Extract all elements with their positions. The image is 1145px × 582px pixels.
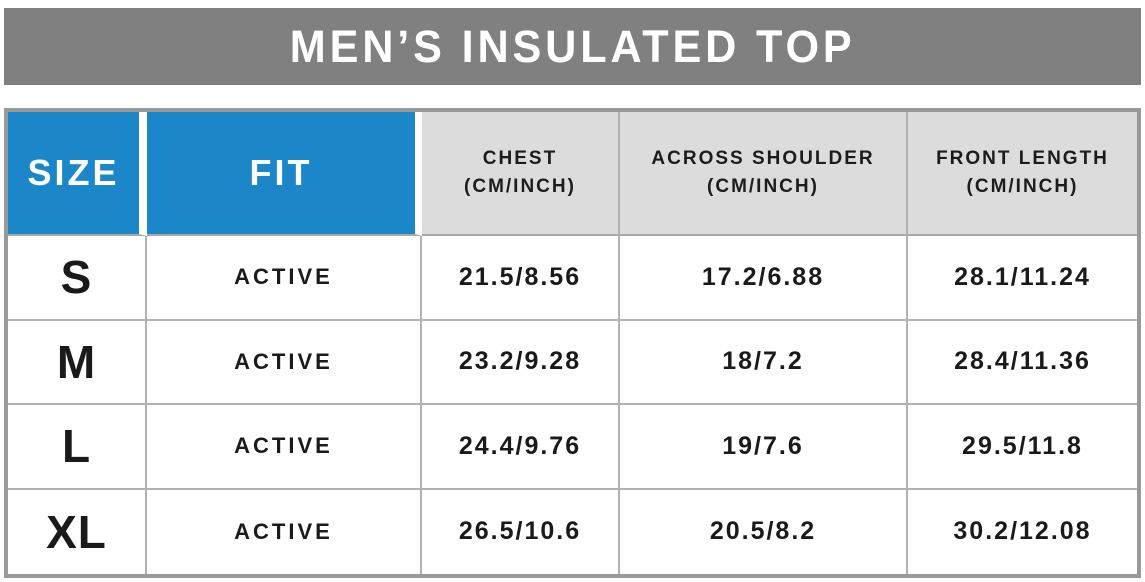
size-chart-table: SIZE FIT CHEST (CM/INCH) ACROSS SHOULDER… [4,108,1141,578]
fit-cell: ACTIVE [147,489,422,574]
fit-cell: ACTIVE [147,320,422,405]
chest-cell: 26.5/10.6 [422,489,620,574]
chest-cell: 23.2/9.28 [422,320,620,405]
header-front-line2: (CM/INCH) [966,176,1079,197]
header-size-label: SIZE [27,152,120,193]
title-bar: MEN’S INSULATED TOP [4,8,1141,85]
page-title: MEN’S INSULATED TOP [289,20,856,72]
size-cell: XL [8,489,147,574]
header-cell-size: SIZE [8,112,147,236]
header-chest-line2: (CM/INCH) [464,176,576,197]
front-length-cell: 30.2/12.08 [908,489,1137,574]
header-cell-front-length: FRONT LENGTH (CM/INCH) [908,112,1137,236]
header-shoulder-line1: ACROSS SHOULDER [651,147,875,169]
across-shoulder-cell: 17.2/6.88 [620,236,908,321]
header-shoulder-line2: (CM/INCH) [707,176,819,197]
header-cell-chest: CHEST (CM/INCH) [422,112,620,236]
header-chest-line1: CHEST [482,147,558,169]
chest-cell: 24.4/9.76 [422,405,620,490]
size-cell: S [8,236,147,321]
header-fit-label: FIT [249,152,313,193]
size-cell: M [8,320,147,405]
size-cell: L [8,405,147,490]
fit-cell: ACTIVE [147,405,422,490]
across-shoulder-cell: 19/7.6 [620,405,908,490]
front-length-cell: 28.4/11.36 [908,320,1137,405]
across-shoulder-cell: 20.5/8.2 [620,489,908,574]
across-shoulder-cell: 18/7.2 [620,320,908,405]
header-front-line1: FRONT LENGTH [936,147,1109,169]
front-length-cell: 29.5/11.8 [908,405,1137,490]
front-length-cell: 28.1/11.24 [908,236,1137,321]
chest-cell: 21.5/8.56 [422,236,620,321]
header-cell-across-shoulder: ACROSS SHOULDER (CM/INCH) [620,112,908,236]
header-cell-fit: FIT [147,112,422,236]
fit-cell: ACTIVE [147,236,422,321]
